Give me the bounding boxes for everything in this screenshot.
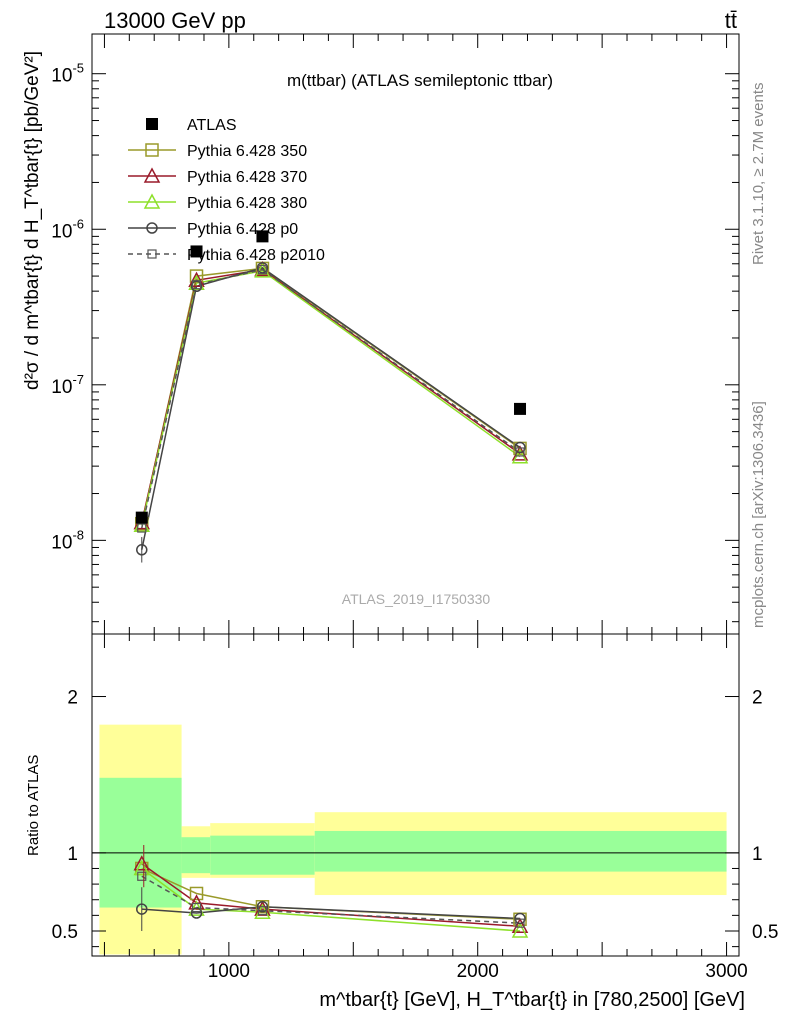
ratio-line-pythia-6-428-380	[141, 867, 521, 932]
main-series-markers	[133, 261, 529, 563]
rivet-label: Rivet 3.1.10, ≥ 2.7M events	[750, 83, 767, 266]
ratio-point-pythia-6-428-p2010	[515, 918, 525, 928]
legend: ATLAS Pythia 6.428 350 Pythia 6.428 370 Pyt…	[128, 117, 325, 264]
legend-marker-pythia-6-428-p0	[146, 222, 158, 234]
ratio-point-pythia-6-428-p2010	[191, 902, 202, 913]
inner-uncertainty-band	[181, 837, 211, 874]
series-point-pythia-6-428-p2010	[137, 523, 147, 533]
y-tick-label: 10-8	[51, 527, 84, 553]
main-plot-watermark: ATLAS_2019_I1750330	[342, 591, 491, 607]
ratio-series-markers	[133, 845, 529, 938]
ratio-y-tick-label-left: 0.5	[52, 922, 78, 943]
legend-marker-pythia-6-428-p2010	[147, 249, 157, 259]
atlas-data-point	[190, 245, 203, 258]
ratio-y-axis-label: Ratio to ATLAS	[25, 755, 42, 856]
ratio-plot-frame	[91, 633, 740, 957]
atlas-data-point	[135, 511, 148, 524]
y-tick-label-base: 10	[51, 532, 72, 553]
inner-uncertainty-band	[99, 777, 182, 908]
main-plot-title: m(ttbar) (ATLAS semileptonic ttbar)	[287, 71, 553, 90]
legend-label-pythia-6-428-p2010: Pythia 6.428 p2010	[187, 247, 325, 264]
y-tick-label-base: 10	[51, 221, 72, 242]
ratio-series-lines	[141, 863, 521, 932]
ratio-point-pythia-6-428-p0	[514, 912, 526, 925]
main-plot-panel: m(ttbar) (ATLAS semileptonic ttbar) ATLA…	[22, 33, 740, 635]
series-point-pythia-6-428-350	[189, 269, 204, 283]
main-series-lines	[141, 267, 521, 550]
ratio-point-pythia-6-428-380	[133, 859, 151, 876]
series-line-pythia-6-428-370	[141, 268, 521, 523]
ratio-y-tick-label-left: 2	[67, 688, 78, 709]
ratio-y-tick-label-left: 1	[67, 844, 78, 865]
legend-label-pythia-6-428-350: Pythia 6.428 350	[187, 143, 307, 160]
x-tick-label: 1000	[208, 961, 250, 982]
series-point-pythia-6-428-p0	[256, 262, 269, 274]
ratio-x-axis-label: m^tbar{t} [GeV], H_T^tbar{t} in [780,250…	[319, 989, 745, 1011]
series-line-pythia-6-428-p0	[141, 267, 521, 550]
series-line-pythia-6-428-380	[141, 270, 521, 526]
y-tick-label-base: 10	[51, 66, 72, 87]
header-energy-label: 13000 GeV pp	[104, 8, 246, 33]
ratio-y-tick-label-right: 0.5	[752, 922, 778, 943]
y-tick-label: 10-6	[51, 216, 84, 242]
ratio-point-pythia-6-428-350	[189, 886, 204, 901]
series-line-pythia-6-428-p2010	[141, 268, 521, 529]
series-point-pythia-6-428-p2010	[191, 280, 202, 290]
x-tick-label: 2000	[457, 961, 499, 982]
ratio-point-pythia-6-428-p2010	[137, 871, 147, 881]
main-plot-y-axis-label: d²σ / d m^tbar{t} d H_T^tbar{t} [pb/GeV²…	[22, 51, 43, 390]
mcplots-label: mcplots.cern.ch [arXiv:1306.3436]	[750, 401, 767, 628]
legend-marker-pythia-6-428-370	[143, 167, 161, 183]
series-point-pythia-6-428-p2010	[515, 447, 525, 457]
header-process-label: tt̄	[725, 8, 737, 33]
legend-label-atlas: ATLAS	[187, 117, 237, 134]
y-tick-label: 10-5	[51, 61, 84, 87]
inner-uncertainty-band	[314, 830, 727, 872]
ratio-point-pythia-6-428-370	[188, 894, 205, 910]
ratio-x-ticks: 1000 2000 3000	[103, 634, 748, 982]
ratio-y-tick-label-right: 2	[752, 688, 763, 709]
ratio-line-pythia-6-428-370	[141, 863, 521, 928]
y-tick-label-base: 10	[51, 377, 72, 398]
ratio-point-pythia-6-428-p2010	[257, 906, 268, 916]
atlas-data-point	[514, 402, 527, 415]
ratio-plot-panel: Ratio to ATLAS m^tbar{t} [GeV], H_T^tbar…	[25, 633, 778, 1011]
legend-label-pythia-6-428-380: Pythia 6.428 380	[187, 195, 307, 212]
legend-label-pythia-6-428-370: Pythia 6.428 370	[187, 169, 307, 186]
series-point-pythia-6-428-p0	[514, 441, 526, 454]
atlas-data-points	[135, 230, 527, 524]
atlas-data-point	[256, 230, 269, 243]
legend-marker-atlas	[146, 118, 158, 130]
legend-marker-pythia-6-428-350	[145, 143, 159, 157]
series-line-pythia-6-428-350	[141, 267, 521, 524]
ratio-line-pythia-6-428-p2010	[141, 875, 521, 924]
ratio-line-pythia-6-428-p0	[141, 906, 521, 920]
legend-marker-pythia-6-428-380	[143, 193, 161, 209]
ratio-y-tick-label-right: 1	[752, 844, 763, 865]
inner-uncertainty-band	[210, 835, 315, 875]
main-y-ticks: 10-810-710-610-5	[51, 61, 739, 623]
y-tick-label-exponent: -5	[72, 61, 84, 76]
y-tick-label-exponent: -6	[72, 216, 84, 231]
main-x-ticks	[103, 34, 728, 634]
legend-label-pythia-6-428-p0: Pythia 6.428 p0	[187, 221, 298, 238]
ratio-y-ticks: 0.5 0.5 1 1 2 2	[52, 688, 778, 948]
series-point-pythia-6-428-370	[188, 271, 205, 288]
y-tick-label-exponent: -7	[72, 372, 84, 387]
series-point-pythia-6-428-p2010	[257, 265, 268, 275]
x-tick-label: 3000	[705, 961, 747, 982]
y-tick-label-exponent: -8	[72, 527, 84, 542]
ratio-point-pythia-6-428-370	[133, 855, 151, 871]
ratio-point-pythia-6-428-380	[511, 922, 529, 938]
y-tick-label: 10-7	[51, 372, 84, 398]
ratio-point-pythia-6-428-p0	[190, 907, 203, 919]
ratio-point-pythia-6-428-p0	[256, 901, 269, 913]
ratio-uncertainty-bands	[99, 724, 727, 955]
